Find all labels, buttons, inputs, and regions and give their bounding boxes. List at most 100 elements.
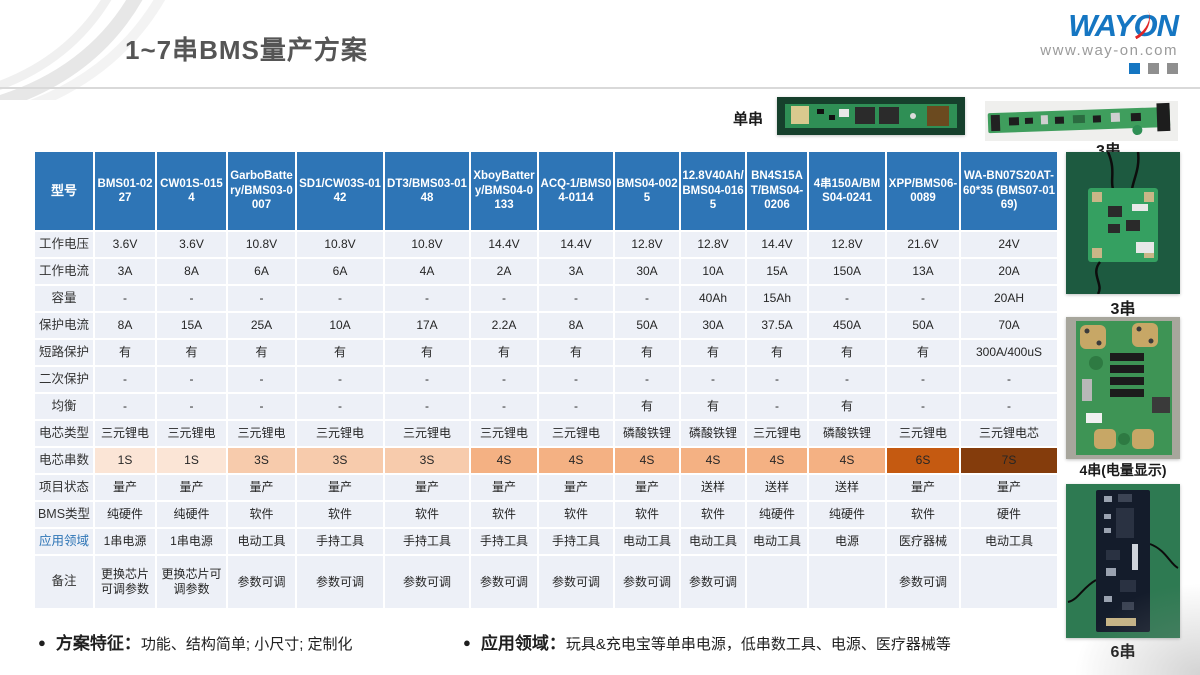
cell: 量产 — [615, 475, 679, 500]
cell: - — [809, 367, 885, 392]
cell: 3S — [228, 448, 295, 473]
cell: 4S — [471, 448, 537, 473]
cell: 7S — [961, 448, 1057, 473]
cell: 送样 — [681, 475, 745, 500]
cell: 电动工具 — [615, 529, 679, 554]
cell: 70A — [961, 313, 1057, 338]
cell: 三元锂电芯 — [961, 421, 1057, 446]
cell: 有 — [539, 340, 613, 365]
cell: - — [809, 286, 885, 311]
cell: 软件 — [228, 502, 295, 527]
board2-label: 4串(电量显示) — [1079, 462, 1167, 478]
cell: - — [157, 394, 226, 419]
cell: 有 — [809, 394, 885, 419]
model-header: 12.8V40Ah/BMS04-0165 — [681, 152, 745, 230]
row-label: 工作电流 — [35, 259, 93, 284]
cell: - — [747, 394, 807, 419]
cell: - — [747, 367, 807, 392]
row-label: 容量 — [35, 286, 93, 311]
feature-bullet: ● 方案特征：功能、结构简单; 小尺寸; 定制化 — [38, 629, 353, 654]
cell: - — [961, 367, 1057, 392]
cell: 20AH — [961, 286, 1057, 311]
cell: 三元锂电 — [747, 421, 807, 446]
cell: 参数可调 — [385, 556, 469, 608]
cell: 6S — [887, 448, 959, 473]
cell: 纯硬件 — [809, 502, 885, 527]
cell: 电动工具 — [681, 529, 745, 554]
cell: - — [95, 394, 155, 419]
cell: 量产 — [157, 475, 226, 500]
cell: 30A — [681, 313, 745, 338]
cell: - — [297, 286, 383, 311]
cell: 软件 — [887, 502, 959, 527]
pcb-photo-4cell-board — [1066, 317, 1180, 459]
cell: 3S — [385, 448, 469, 473]
cell: - — [157, 286, 226, 311]
bullet-dot-icon: ● — [463, 635, 471, 650]
cell: 13A — [887, 259, 959, 284]
cell: 纯硬件 — [157, 502, 226, 527]
cell: - — [385, 286, 469, 311]
cell: - — [228, 367, 295, 392]
bullet-dot-icon: ● — [38, 635, 46, 650]
board1-label: 3串 — [1110, 301, 1136, 318]
cell: 有 — [747, 340, 807, 365]
cell: 300A/400uS — [961, 340, 1057, 365]
logo-square-blue — [1129, 63, 1140, 74]
cell — [747, 556, 807, 608]
cell: 参数可调 — [228, 556, 295, 608]
cell: 有 — [615, 394, 679, 419]
cell: 手持工具 — [297, 529, 383, 554]
row-label: 应用领域 — [35, 529, 93, 554]
row-label: 项目状态 — [35, 475, 93, 500]
cell: 6A — [297, 259, 383, 284]
cell: 参数可调 — [539, 556, 613, 608]
cell: 参数可调 — [297, 556, 383, 608]
cell: 50A — [615, 313, 679, 338]
cell: 3S — [297, 448, 383, 473]
cell: 量产 — [961, 475, 1057, 500]
cell: 纯硬件 — [747, 502, 807, 527]
model-header: GarboBattery/BMS03-0007 — [228, 152, 295, 230]
cell: 37.5A — [747, 313, 807, 338]
cell: 软件 — [471, 502, 537, 527]
cell: 14.4V — [747, 232, 807, 257]
cell: 参数可调 — [681, 556, 745, 608]
board3-label: 6串 — [1066, 638, 1180, 662]
cell: 三元锂电 — [385, 421, 469, 446]
cell: 3.6V — [157, 232, 226, 257]
model-header: ACQ-1/BMS04-0114 — [539, 152, 613, 230]
strip1-label: 单串 — [733, 111, 764, 128]
cell: 21.6V — [887, 232, 959, 257]
cell: 1串电源 — [157, 529, 226, 554]
cell: 三元锂电 — [95, 421, 155, 446]
cell: - — [615, 286, 679, 311]
cell: 50A — [887, 313, 959, 338]
cell: 14.4V — [539, 232, 613, 257]
cell: 软件 — [681, 502, 745, 527]
cell: 10.8V — [297, 232, 383, 257]
cell: 4S — [539, 448, 613, 473]
cell: 三元锂电 — [157, 421, 226, 446]
cell: 30A — [615, 259, 679, 284]
cell: - — [615, 367, 679, 392]
cell: 量产 — [385, 475, 469, 500]
model-header: DT3/BMS03-0148 — [385, 152, 469, 230]
cell: 有 — [297, 340, 383, 365]
cell: 1S — [157, 448, 226, 473]
cell: 送样 — [809, 475, 885, 500]
cell: - — [297, 394, 383, 419]
model-header: XPP/BMS06-0089 — [887, 152, 959, 230]
cell: 12.8V — [681, 232, 745, 257]
cell: 3A — [539, 259, 613, 284]
cell: 17A — [385, 313, 469, 338]
cell: 1串电源 — [95, 529, 155, 554]
cell: - — [385, 394, 469, 419]
cell: 25A — [228, 313, 295, 338]
model-header: CW01S-0154 — [157, 152, 226, 230]
cell: 8A — [157, 259, 226, 284]
cell: 12.8V — [615, 232, 679, 257]
feature-text: 功能、结构简单; 小尺寸; 定制化 — [140, 636, 353, 653]
row-label: 电芯类型 — [35, 421, 93, 446]
